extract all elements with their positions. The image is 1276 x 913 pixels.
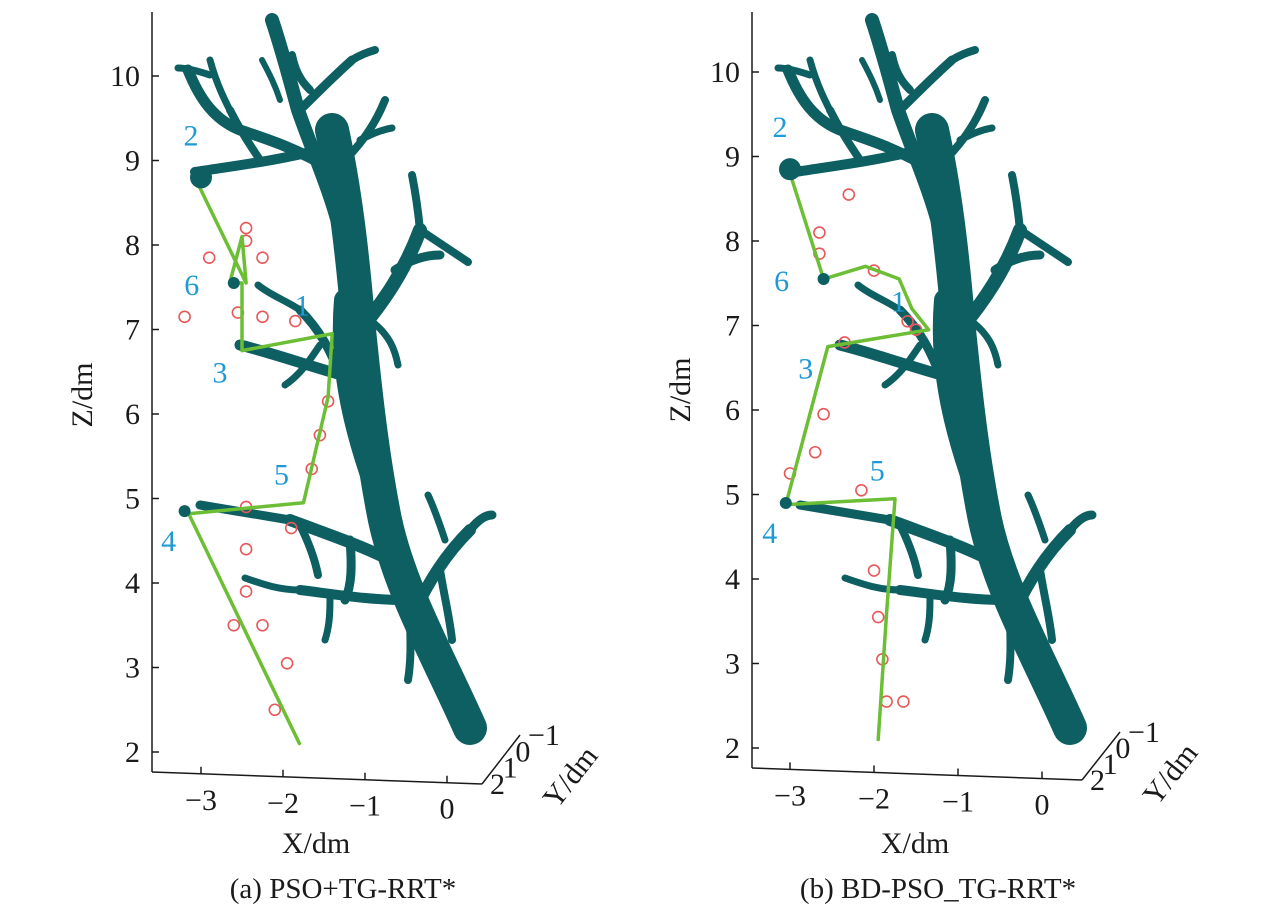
waypoint-label: 6	[184, 269, 199, 302]
obstacle-point	[842, 188, 856, 201]
y-tick-label: 0	[515, 735, 530, 768]
waypoint-label: 5	[274, 459, 289, 492]
waypoint-marker	[817, 273, 830, 286]
waypoint-label: 4	[762, 517, 777, 550]
panel-caption: (b) BD-PSO_TG-RRT*	[800, 873, 1076, 905]
waypoint-label: 6	[774, 265, 789, 298]
z-tick-label: 7	[125, 314, 140, 347]
panel-caption: (a) PSO+TG-RRT*	[230, 873, 456, 905]
waypoint-label: 3	[798, 353, 813, 386]
y-tick-label: −1	[1128, 716, 1160, 749]
obstacle-point	[855, 483, 868, 497]
y-tick-label: 0	[1115, 732, 1130, 765]
obstacle-point	[813, 226, 826, 239]
obstacle-point	[880, 695, 893, 708]
z-tick-label: 3	[125, 652, 140, 685]
y-tick-label: −1	[528, 719, 560, 752]
obstacle-point	[256, 618, 269, 632]
waypoint-label: 3	[213, 357, 228, 390]
obstacle-point	[239, 585, 253, 598]
z-tick-label: 2	[725, 732, 740, 765]
waypoint-label: 2	[773, 111, 788, 144]
x-axis-line	[751, 767, 1083, 781]
x-axis-label: X/dm	[881, 827, 949, 860]
y-tick-label: 1	[1103, 748, 1118, 781]
waypoint-label: 1	[891, 286, 906, 319]
obstacle-point	[268, 703, 282, 717]
y-axis-line	[1081, 731, 1121, 781]
waypoint-marker	[178, 505, 191, 518]
z-tick-label: 6	[725, 394, 740, 427]
z-tick-label: 3	[725, 648, 740, 681]
waypoint-marker	[779, 158, 801, 181]
obstacle-point	[202, 251, 216, 264]
z-tick-label: 5	[725, 479, 740, 512]
z-tick-label: 5	[125, 483, 140, 516]
waypoint-label: 4	[161, 525, 176, 558]
z-tick-label: 10	[110, 60, 140, 93]
z-tick-label: 4	[125, 567, 140, 600]
z-tick-label: 2	[125, 736, 140, 769]
obstacle-point	[178, 310, 191, 324]
x-tick-label: −3	[774, 779, 806, 812]
obstacle-point	[256, 251, 269, 264]
obstacle-point	[808, 445, 822, 459]
z-tick-label: 6	[125, 398, 140, 431]
y-tick-label: 2	[490, 768, 505, 801]
obstacle-point	[867, 564, 881, 577]
planned-path-line	[186, 179, 334, 746]
z-axis-label: Z/dm	[66, 363, 99, 428]
obstacle-point	[239, 221, 253, 235]
obstacle-point	[901, 314, 914, 328]
obstacle-point	[284, 521, 298, 535]
z-tick-label: 7	[725, 310, 740, 343]
x-axis-label: X/dm	[282, 827, 350, 860]
waypoint-marker	[779, 496, 792, 509]
waypoint-marker	[227, 277, 240, 290]
x-tick-label: 0	[440, 793, 455, 826]
y-axis-line	[481, 734, 521, 785]
x-tick-label: −2	[858, 782, 890, 815]
z-tick-label: 10	[710, 56, 740, 89]
obstacle-point	[239, 542, 253, 556]
z-axis-label: Z/dm	[664, 358, 697, 423]
y-tick-label: 1	[503, 752, 518, 785]
obstacle-point	[227, 618, 241, 632]
tree-model	[778, 20, 1092, 728]
y-tick-label: 2	[1090, 764, 1105, 797]
planned-path-line	[784, 171, 931, 742]
z-tick-label: 4	[725, 563, 740, 596]
x-tick-label: −1	[942, 785, 974, 818]
obstacle-point	[280, 656, 294, 670]
x-axis-line	[151, 771, 483, 785]
z-tick-label: 9	[725, 141, 740, 174]
waypoint-marker	[190, 166, 212, 189]
obstacle-point	[288, 314, 302, 328]
waypoint-label: 2	[184, 119, 199, 152]
obstacle-point	[897, 695, 910, 708]
obstacle-point	[256, 310, 269, 324]
x-tick-label: −1	[349, 790, 381, 823]
x-tick-label: 0	[1035, 789, 1050, 822]
z-tick-label: 8	[725, 225, 740, 258]
x-tick-label: −2	[267, 787, 299, 820]
waypoint-label: 5	[870, 455, 885, 488]
waypoint-label: 1	[295, 290, 310, 323]
z-tick-label: 8	[125, 229, 140, 262]
x-tick-label: −3	[185, 784, 217, 817]
obstacle-point	[817, 407, 830, 421]
obstacle-point	[871, 610, 885, 624]
z-tick-label: 9	[125, 145, 140, 178]
